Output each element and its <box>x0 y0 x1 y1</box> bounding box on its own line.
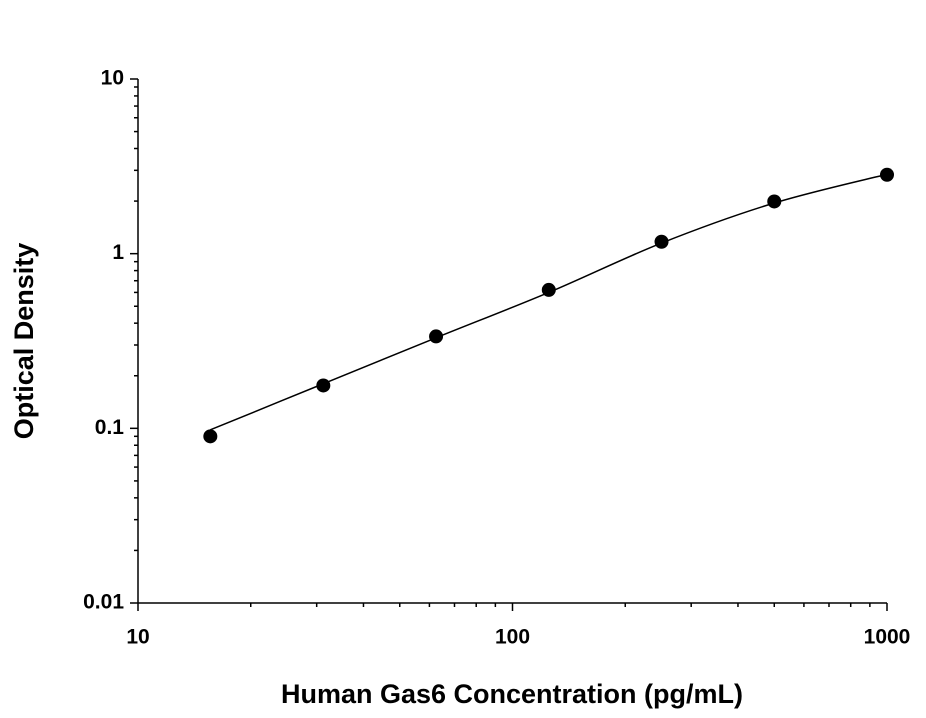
y-axis-title: Optical Density <box>9 243 39 440</box>
data-point <box>316 378 331 393</box>
x-tick-label: 1000 <box>864 626 911 649</box>
x-axis-title: Human Gas6 Concentration (pg/mL) <box>281 679 743 709</box>
y-tick-label: 1 <box>112 241 124 264</box>
x-tick-label: 10 <box>126 626 149 649</box>
data-point <box>541 282 556 297</box>
y-tick-label: 10 <box>101 67 124 90</box>
data-point <box>429 329 444 344</box>
fit-curve <box>210 173 888 431</box>
data-point <box>767 194 782 209</box>
data-point <box>203 429 218 444</box>
data-point <box>654 234 669 249</box>
x-tick-label: 100 <box>495 626 530 649</box>
y-tick-label: 0.1 <box>95 416 125 439</box>
y-tick-label: 0.01 <box>83 591 124 614</box>
data-point <box>880 167 894 182</box>
